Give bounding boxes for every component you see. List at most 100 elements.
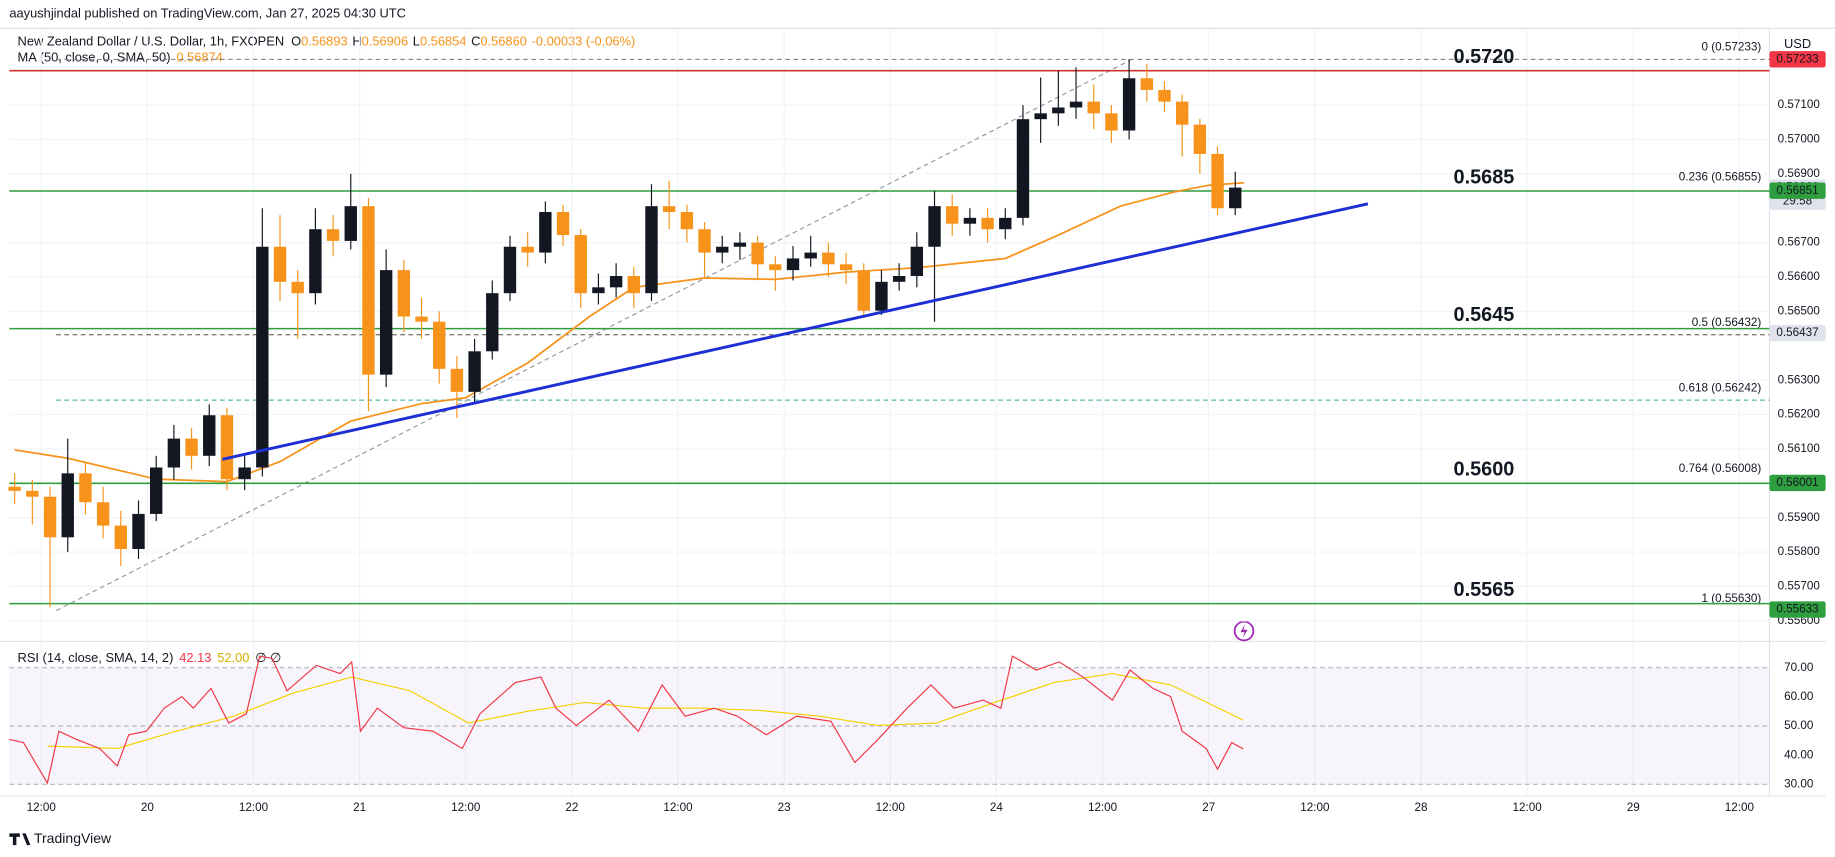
candle-body (309, 229, 322, 294)
rsi-tick-label: 30.00 (1784, 777, 1814, 790)
x-tick-label: 12:00 (876, 801, 906, 814)
trendline (222, 202, 1369, 461)
price-badge-label: 0.56001 (1776, 476, 1818, 489)
event-icon[interactable] (1233, 620, 1255, 642)
level-label: 0.5645 (1454, 304, 1515, 326)
candle-body (397, 270, 411, 317)
candle-body (1140, 78, 1153, 90)
candle-body (220, 415, 234, 480)
candle-body (556, 212, 570, 236)
rsi-sma-line (47, 672, 1244, 750)
price-badge-label: 0.56437 (1776, 326, 1818, 339)
candle-body (503, 246, 517, 294)
fib-label: 0.236 (0.56855) (1679, 171, 1762, 184)
x-tick-label: 12:00 (27, 801, 57, 814)
candle-body (61, 473, 74, 538)
x-tick-label: 27 (1202, 801, 1215, 814)
level-label: 0.5565 (1454, 579, 1515, 601)
candle-body (1193, 124, 1207, 154)
candle-body (786, 258, 800, 271)
price-badge (1769, 51, 1826, 68)
currency: USD (1784, 36, 1811, 51)
change: -0.00033 (-0.06%) (532, 34, 636, 49)
price-badge (1769, 182, 1826, 199)
published-note: aayushjindal published on TradingView.co… (9, 6, 406, 21)
x-tick-label: 12:00 (1300, 801, 1330, 814)
candle-body (733, 242, 747, 247)
candle-body (433, 321, 446, 369)
y-tick-label: 0.56500 (1778, 304, 1821, 317)
ohlc-key: O (291, 34, 301, 49)
candle-body (662, 206, 676, 213)
level-label: 0.5720 (1454, 46, 1515, 68)
event-icon-bolt (1240, 623, 1248, 638)
x-tick-label: 12:00 (1088, 801, 1118, 814)
level-label: 0.5600 (1454, 459, 1515, 481)
candle-body (857, 270, 870, 311)
candle-body (132, 513, 145, 549)
candle-body (822, 252, 835, 265)
candle-body (185, 438, 198, 456)
ma-label: MA (50, close, 0, SMA, 50) (18, 50, 171, 65)
candle-body (26, 490, 39, 497)
x-tick-label: 12:00 (1725, 801, 1755, 814)
candle-body (680, 212, 694, 230)
x-tick-label: 22 (565, 801, 578, 814)
ohlc-value: 0.56854 (420, 34, 466, 49)
x-tick-label: 12:00 (1512, 801, 1542, 814)
candle-body (769, 264, 782, 271)
fib-label: 0.5 (0.56432) (1692, 316, 1762, 329)
candle-body (450, 368, 464, 392)
candle-body (79, 473, 92, 503)
candle-body (149, 467, 163, 514)
y-tick-label: 0.55900 (1778, 511, 1821, 524)
y-tick-label: 0.56200 (1778, 408, 1821, 421)
candle-body (114, 525, 127, 549)
candle-body (256, 246, 269, 468)
fib-label: 0.618 (0.56242) (1679, 381, 1762, 394)
candle-body (1016, 119, 1030, 218)
candle-body (291, 281, 304, 294)
candle-body (928, 206, 941, 247)
candle-body (1052, 107, 1065, 114)
candle-body (716, 246, 729, 253)
candle-body (468, 351, 481, 392)
price-badge (1769, 601, 1826, 618)
candle-body (1175, 101, 1189, 125)
candle-body (946, 206, 959, 224)
y-tick-label: 0.56100 (1778, 442, 1821, 455)
level-label: 0.5685 (1454, 166, 1515, 188)
y-tick-label: 0.56300 (1778, 373, 1821, 386)
candle-body (645, 206, 658, 294)
y-tick-label: 0.55800 (1778, 545, 1821, 558)
candle-body (1122, 78, 1136, 131)
rsi-tick-label: 70.00 (1784, 661, 1814, 674)
y-tick-label: 0.56900 (1778, 167, 1821, 180)
x-tick-label: 12:00 (451, 801, 481, 814)
x-tick-label: 12:00 (663, 801, 693, 814)
candle-body (415, 316, 428, 322)
watermark: TradingView (34, 830, 112, 846)
candle-body (1229, 187, 1242, 209)
fib-label: 0 (0.57233) (1701, 41, 1761, 54)
rsi-sma-value: 52.00 (217, 650, 249, 665)
candle-body (1069, 101, 1083, 108)
logo-icon (9, 833, 31, 846)
candle-body (910, 246, 924, 276)
candle-body (627, 275, 640, 294)
candle-body (574, 235, 587, 294)
candle-body (362, 206, 375, 375)
y-tick-label: 0.56700 (1778, 236, 1821, 249)
x-tick-label: 28 (1414, 801, 1427, 814)
symbol: New Zealand Dollar / U.S. Dollar, 1h, FX… (18, 34, 285, 49)
candle-body (96, 502, 110, 526)
candle-body (981, 217, 994, 230)
price-badge-label: 0.55633 (1776, 603, 1818, 616)
y-tick-label: 0.55700 (1778, 580, 1821, 593)
candle-body (751, 242, 764, 265)
price-badge-label: 0.56851 (1776, 184, 1818, 197)
candle-body (8, 486, 21, 491)
candle-body (892, 275, 906, 282)
ohlc-value: 0.56860 (480, 34, 526, 49)
